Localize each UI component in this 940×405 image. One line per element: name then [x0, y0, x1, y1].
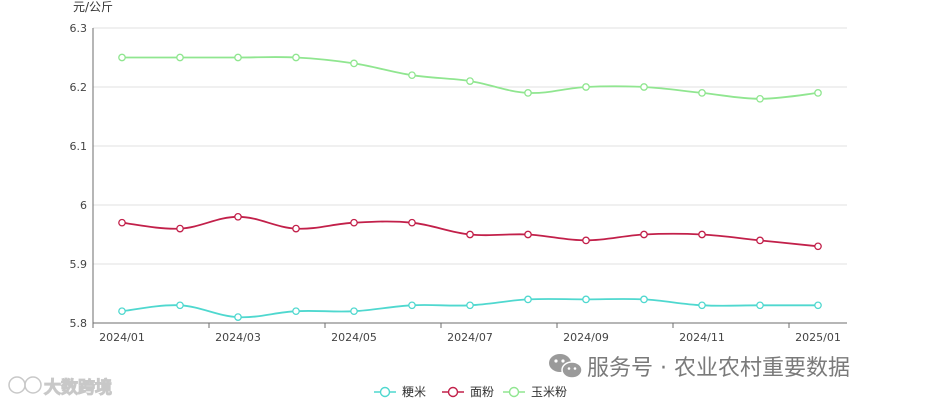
data-point	[408, 71, 416, 80]
y-axis-unit: 元/公斤	[73, 0, 113, 14]
data-point	[640, 230, 648, 239]
data-point	[814, 301, 822, 310]
legend-label: 面粉	[470, 385, 494, 399]
data-point	[814, 89, 822, 97]
wechat-watermark-text: 服务号 · 农业农村重要数据	[587, 356, 850, 381]
data-point	[118, 53, 126, 62]
series-layer	[118, 53, 822, 321]
data-point	[524, 230, 532, 239]
brand-watermark-text: 大数跨境	[44, 377, 112, 398]
y-tick-label: 6.2	[70, 81, 88, 94]
y-tick-label: 6.3	[70, 22, 88, 35]
data-point	[640, 295, 648, 304]
data-point	[756, 94, 764, 103]
data-point	[292, 53, 300, 62]
y-tick-labels: 5.8 5.9 6 6.1 6.2 6.3	[70, 22, 88, 330]
gridlines	[93, 27, 847, 265]
data-point	[466, 301, 474, 310]
data-point	[292, 307, 300, 316]
y-tick-label: 5.8	[70, 317, 88, 330]
data-point	[350, 218, 358, 227]
legend: 粳米 面粉 玉米粉	[374, 385, 567, 399]
x-tick-label: 2024/03	[215, 331, 261, 344]
brand-watermark: 大数跨境	[8, 376, 113, 399]
data-point	[466, 77, 474, 85]
x-tick-label: 2025/01	[795, 331, 841, 344]
x-tick-label: 2024/07	[447, 331, 493, 344]
data-point	[292, 224, 300, 233]
data-point	[118, 218, 126, 227]
data-point	[582, 83, 590, 91]
y-tick-label: 5.9	[70, 258, 88, 271]
data-point	[756, 236, 764, 245]
brand-logo-icon	[8, 376, 42, 394]
data-point	[118, 307, 126, 316]
data-point	[466, 230, 474, 239]
data-point	[408, 218, 416, 227]
data-point	[640, 83, 648, 91]
data-point	[234, 212, 242, 221]
axes	[92, 28, 847, 324]
legend-marker	[379, 386, 391, 398]
data-point	[814, 242, 822, 251]
x-tick-label: 2024/05	[331, 331, 377, 344]
x-tick-label: 2024/01	[99, 331, 145, 344]
data-point	[524, 295, 532, 304]
legend-label: 玉米粉	[531, 385, 567, 399]
data-point	[698, 89, 706, 97]
data-point	[234, 53, 242, 62]
data-point	[582, 295, 590, 304]
wechat-watermark: 服务号 · 农业农村重要数据	[549, 354, 850, 381]
data-point	[524, 89, 532, 97]
wechat-icon	[549, 354, 583, 379]
data-point	[176, 224, 184, 233]
x-tick-label: 2024/09	[563, 331, 609, 344]
legend-marker	[508, 386, 520, 398]
x-tick-labels: 2024/01 2024/03 2024/05 2024/07 2024/09 2024/…	[92, 323, 841, 344]
data-point	[350, 307, 358, 316]
x-tick-label: 2024/11	[679, 331, 725, 344]
data-point	[698, 230, 706, 239]
legend-marker	[447, 386, 459, 398]
data-point	[698, 301, 706, 310]
data-point	[408, 301, 416, 310]
data-point	[582, 236, 590, 245]
data-point	[234, 313, 242, 321]
y-tick-label: 6.1	[70, 140, 88, 153]
data-point	[350, 59, 358, 68]
legend-label: 粳米	[402, 385, 426, 399]
data-point	[176, 301, 184, 310]
y-tick-label: 6	[80, 199, 87, 212]
data-point	[756, 301, 764, 310]
data-point	[176, 53, 184, 62]
